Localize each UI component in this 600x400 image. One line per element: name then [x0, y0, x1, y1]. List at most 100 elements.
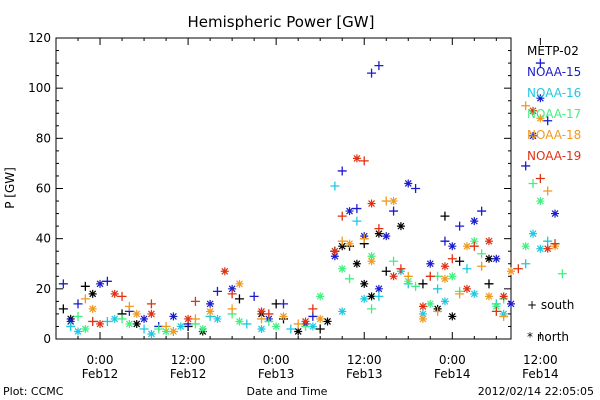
- y-axis-label: P [GW]: [3, 167, 17, 209]
- data-point-south: [293, 319, 303, 329]
- data-point-south: [477, 261, 487, 271]
- data-point-north: [330, 252, 339, 261]
- legend-entry: NOAA-19: [527, 149, 581, 163]
- data-point-south: [359, 156, 369, 166]
- data-point-north: [169, 327, 178, 336]
- data-point-north: [66, 317, 75, 326]
- y-tick-label: 20: [36, 282, 51, 296]
- data-point-south: [557, 269, 567, 279]
- data-point-north: [543, 244, 552, 253]
- data-point-north: [360, 294, 369, 303]
- data-point-south: [374, 291, 384, 301]
- y-tick-label: 60: [36, 182, 51, 196]
- marker-legend: + south * north: [527, 298, 574, 344]
- data-point-north: [257, 324, 266, 333]
- data-point-north: [74, 327, 83, 336]
- data-point-north: [462, 284, 471, 293]
- data-point-north: [257, 307, 266, 316]
- data-point-south: [491, 306, 501, 316]
- data-point-north: [389, 197, 398, 206]
- data-point-north: [352, 154, 361, 163]
- series-legend: METP-02 NOAA-15 NOAA-16 NOAA-17 NOAA-18 NOAA-…: [527, 44, 581, 163]
- data-point-north: [110, 289, 119, 298]
- data-point-south: [212, 286, 222, 296]
- data-point-south: [462, 264, 472, 274]
- data-point-south: [499, 311, 509, 321]
- data-point-north: [316, 314, 325, 323]
- footer-plot-credit: Plot: CCMC: [3, 385, 64, 398]
- data-point-north: [440, 274, 449, 283]
- data-point-south: [543, 186, 553, 196]
- data-point-south: [389, 256, 399, 266]
- data-point-north: [206, 307, 215, 316]
- data-point-south: [58, 279, 68, 289]
- data-point-north: [206, 299, 215, 308]
- data-point-south: [337, 211, 347, 221]
- data-point-north: [220, 267, 229, 276]
- data-point-north: [374, 229, 383, 238]
- data-point-north: [294, 327, 303, 336]
- data-point-south: [73, 311, 83, 321]
- data-point-south: [403, 271, 413, 281]
- data-point-south: [58, 304, 68, 314]
- legend-entry: METP-02: [527, 44, 579, 58]
- data-point-south: [396, 264, 406, 274]
- data-point-south: [433, 306, 443, 316]
- x-tick-time-label: 0:00: [87, 353, 114, 367]
- data-point-north: [345, 207, 354, 216]
- data-point-south: [190, 296, 200, 306]
- data-point-south: [521, 259, 531, 269]
- data-point-north: [308, 322, 317, 331]
- data-point-north: [338, 307, 347, 316]
- data-point-north: [367, 199, 376, 208]
- data-point-south: [234, 294, 244, 304]
- data-point-north: [198, 324, 207, 333]
- data-point-north: [132, 309, 141, 318]
- data-point-south: [455, 221, 465, 231]
- data-point-north: [345, 239, 354, 248]
- data-point-south: [440, 211, 450, 221]
- data-point-south: [80, 294, 90, 304]
- data-point-north: [492, 302, 501, 311]
- data-point-south: [227, 304, 237, 314]
- x-tick-date-label: Feb12: [170, 367, 207, 381]
- legend-entry: NOAA-18: [527, 128, 581, 142]
- data-point-north: [338, 242, 347, 251]
- marker-legend-entry: + south: [527, 298, 574, 312]
- data-point-north: [367, 292, 376, 301]
- data-point-north: [536, 197, 545, 206]
- data-point-south: [440, 236, 450, 246]
- data-point-south: [513, 264, 523, 274]
- data-point-south: [139, 324, 149, 334]
- data-point-south: [279, 299, 288, 309]
- data-point-north: [404, 179, 413, 188]
- data-point-north: [529, 131, 538, 140]
- data-point-north: [470, 217, 479, 226]
- data-point-north: [440, 262, 449, 271]
- data-point-north: [418, 309, 427, 318]
- data-point-south: [256, 314, 266, 324]
- data-point-north: [440, 297, 449, 306]
- y-tick-label: 120: [28, 31, 51, 45]
- data-point-north: [323, 317, 332, 326]
- data-point-north: [536, 244, 545, 253]
- data-point-south: [161, 321, 171, 331]
- data-point-north: [484, 254, 493, 263]
- data-point-north: [213, 314, 222, 323]
- chart-title: Hemispheric Power [GW]: [188, 13, 375, 31]
- data-point-north: [110, 314, 119, 323]
- data-point-south: [367, 68, 377, 78]
- data-point-north: [272, 322, 281, 331]
- data-point-south: [484, 279, 494, 289]
- data-point-south: [447, 254, 457, 264]
- data-point-north: [462, 242, 471, 251]
- data-point-north: [507, 267, 515, 276]
- data-point-north: [536, 114, 545, 123]
- x-tick-date-label: Feb12: [82, 367, 119, 381]
- data-point-south: [345, 274, 355, 284]
- data-point-south: [242, 319, 252, 329]
- data-point-north: [301, 317, 310, 326]
- data-point-north: [338, 264, 347, 273]
- data-point-north: [235, 279, 244, 288]
- data-point-south: [227, 289, 237, 299]
